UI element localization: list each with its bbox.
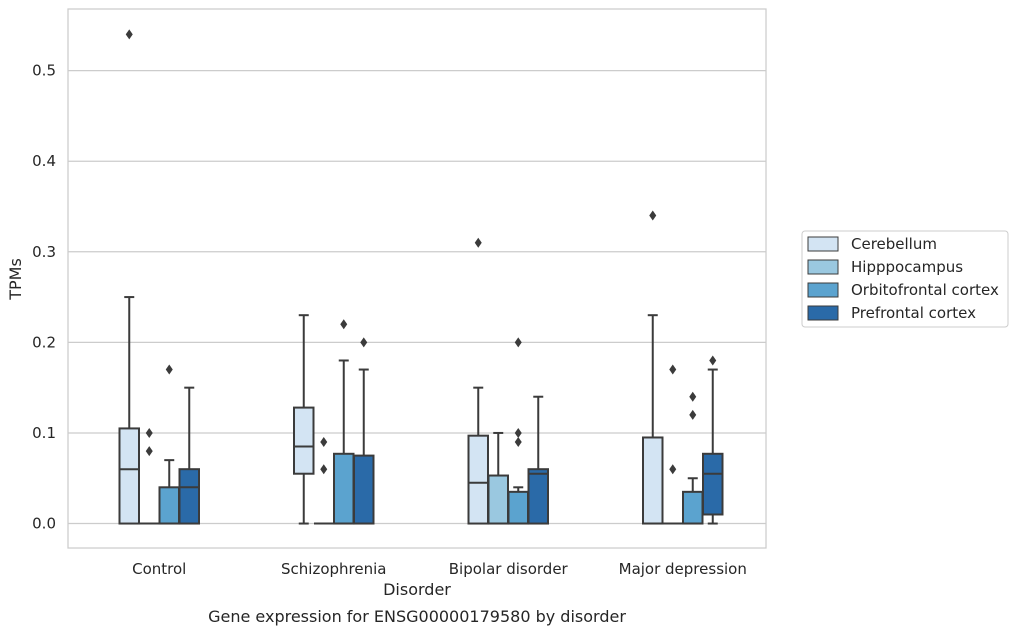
- legend: Cerebellum Hipppocampus Orbitofrontal cort…: [801, 230, 1009, 328]
- box-body: [527, 468, 549, 525]
- box-orbitofrontal-cortex: [158, 364, 180, 525]
- box-orbitofrontal-cortex: [682, 391, 704, 525]
- outlier-point: [360, 337, 368, 348]
- outlier-point: [669, 364, 677, 375]
- y-tick-label: 0.3: [32, 243, 56, 261]
- x-tick-label: Bipolar disorder: [449, 560, 569, 578]
- box-orbitofrontal-cortex: [507, 337, 529, 525]
- box-body: [467, 434, 489, 525]
- box-body: [507, 490, 529, 525]
- box-cerebellum: [642, 210, 664, 525]
- x-tick-label: Control: [132, 560, 186, 578]
- box-hipppocampus: [663, 364, 683, 525]
- box-orbitofrontal-cortex: [333, 319, 355, 525]
- box-body: [333, 452, 355, 525]
- box-body: [178, 468, 200, 525]
- box-cerebellum: [293, 314, 315, 525]
- outlier-point: [689, 391, 697, 402]
- y-tick-label: 0.2: [32, 333, 56, 351]
- outlier-point: [340, 319, 348, 330]
- outlier-point: [709, 355, 717, 366]
- outlier-point: [474, 237, 482, 248]
- box-prefrontal-cortex: [178, 386, 200, 525]
- box-prefrontal-cortex: [702, 355, 724, 525]
- outlier-point: [669, 464, 677, 475]
- box-cerebellum: [118, 29, 140, 525]
- box-body: [642, 436, 664, 525]
- y-axis-title: TPMs: [6, 258, 25, 301]
- outlier-point: [514, 427, 522, 438]
- outlier-point: [165, 364, 173, 375]
- y-tick-labels: 0.0 0.1 0.2 0.3 0.4 0.5: [32, 62, 56, 533]
- box-prefrontal-cortex: [353, 337, 375, 525]
- plot-frame: [67, 8, 767, 549]
- outlier-point: [145, 427, 153, 438]
- outlier-point: [320, 437, 328, 448]
- legend-frame: [801, 230, 1009, 328]
- box-body: [682, 490, 704, 525]
- legend-swatch: [807, 236, 839, 252]
- legend-label: Hipppocampus: [851, 258, 963, 276]
- outlier-point: [145, 446, 153, 457]
- box-body: [158, 486, 180, 525]
- box-body: [293, 406, 315, 475]
- box-hipppocampus: [314, 437, 334, 525]
- chart-caption: Gene expression for ENSG00000179580 by d…: [208, 607, 626, 626]
- x-axis-title: Disorder: [383, 580, 451, 599]
- outlier-point: [125, 29, 133, 40]
- outlier-point: [689, 409, 697, 420]
- outlier-point: [320, 464, 328, 475]
- legend-label: Cerebellum: [851, 235, 937, 253]
- legend-label: Orbitofrontal cortex: [851, 281, 999, 299]
- x-tick-labels: Control Schizophrenia Bipolar disorder Majo…: [132, 560, 747, 578]
- box-body: [487, 474, 509, 525]
- y-tick-label: 0.1: [32, 424, 56, 442]
- legend-swatch: [807, 282, 839, 298]
- x-tick-label: Schizophrenia: [281, 560, 386, 578]
- y-tick-label: 0.4: [32, 152, 56, 170]
- legend-swatch: [807, 259, 839, 275]
- box-body: [118, 427, 140, 525]
- box-prefrontal-cortex: [527, 395, 549, 525]
- outlier-point: [514, 337, 522, 348]
- box-hipppocampus: [139, 427, 159, 525]
- box-layer: [118, 29, 724, 525]
- outlier-point: [514, 437, 522, 448]
- y-tick-label: 0.0: [32, 515, 56, 533]
- legend-label: Prefrontal cortex: [851, 304, 976, 322]
- box-body: [702, 452, 724, 516]
- x-tick-label: Major depression: [619, 560, 747, 578]
- outlier-point: [649, 210, 657, 221]
- box-body: [353, 454, 375, 525]
- y-tick-label: 0.5: [32, 62, 56, 80]
- legend-swatch: [807, 305, 839, 321]
